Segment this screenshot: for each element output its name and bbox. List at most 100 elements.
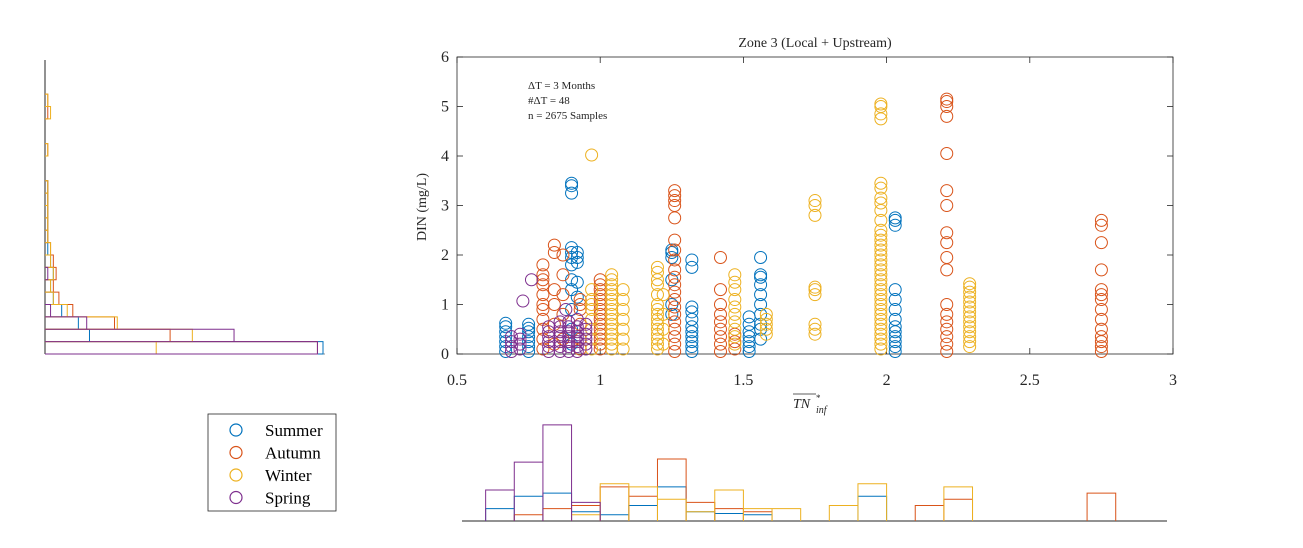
data-point bbox=[542, 325, 556, 339]
data-point bbox=[570, 345, 584, 359]
data-point bbox=[570, 335, 584, 349]
data-point bbox=[685, 335, 699, 349]
data-point bbox=[874, 278, 888, 292]
data-point bbox=[1094, 218, 1108, 232]
data-point bbox=[650, 298, 664, 311]
data-point bbox=[593, 283, 607, 297]
series-spring bbox=[504, 273, 593, 359]
data-point bbox=[516, 294, 530, 308]
data-point bbox=[742, 325, 756, 339]
data-point bbox=[536, 278, 550, 292]
data-point bbox=[874, 293, 888, 307]
data-point bbox=[605, 312, 619, 326]
data-point bbox=[963, 277, 977, 291]
series-autumn bbox=[536, 92, 1108, 359]
data-point bbox=[585, 302, 599, 316]
data-point bbox=[1094, 293, 1108, 307]
data-point bbox=[579, 332, 593, 346]
data-point bbox=[888, 302, 902, 316]
data-point bbox=[1094, 312, 1108, 326]
data-point bbox=[940, 226, 954, 240]
left-hist-spring bbox=[45, 266, 318, 355]
y-axis-label: DIN (mg/L) bbox=[415, 173, 430, 241]
data-point bbox=[759, 312, 773, 326]
legend-marker-summer bbox=[229, 423, 243, 437]
data-point bbox=[754, 250, 768, 264]
data-point bbox=[963, 310, 977, 324]
data-point bbox=[940, 322, 954, 336]
data-point bbox=[536, 298, 550, 311]
data-point bbox=[650, 322, 664, 336]
data-point bbox=[585, 293, 599, 307]
data-point bbox=[808, 288, 822, 302]
data-point bbox=[668, 330, 682, 344]
y-axis: 0 1 2 3 4 5 6 bbox=[441, 49, 1173, 363]
data-point bbox=[728, 293, 742, 307]
x-tick-label: 0.5 bbox=[447, 372, 467, 389]
bottom-hist-autumn bbox=[513, 458, 1117, 521]
data-point bbox=[888, 283, 902, 297]
data-point bbox=[1094, 236, 1108, 250]
data-point bbox=[874, 213, 888, 227]
y-tick-label: 2 bbox=[441, 247, 449, 264]
data-point bbox=[728, 300, 742, 314]
scatter-points bbox=[499, 92, 1108, 359]
data-point bbox=[808, 280, 822, 294]
data-point bbox=[754, 278, 768, 292]
data-point bbox=[888, 320, 902, 334]
data-point bbox=[759, 307, 773, 321]
data-point bbox=[685, 253, 699, 267]
data-point bbox=[742, 317, 756, 331]
data-point bbox=[547, 246, 561, 260]
legend-label-summer: Summer bbox=[265, 421, 323, 440]
data-point bbox=[650, 307, 664, 321]
data-point bbox=[504, 345, 518, 359]
data-point bbox=[556, 288, 570, 302]
data-point bbox=[556, 248, 570, 262]
data-point bbox=[665, 307, 679, 321]
data-point bbox=[874, 322, 888, 336]
data-point bbox=[874, 223, 888, 237]
data-point bbox=[728, 322, 742, 336]
data-point bbox=[499, 320, 513, 334]
data-point bbox=[522, 317, 536, 331]
data-point bbox=[713, 283, 727, 297]
data-point bbox=[963, 305, 977, 319]
data-point bbox=[874, 228, 888, 242]
data-point bbox=[888, 312, 902, 326]
data-point bbox=[1094, 263, 1108, 277]
data-point bbox=[963, 285, 977, 299]
data-point bbox=[874, 233, 888, 247]
data-point bbox=[874, 238, 888, 252]
data-point bbox=[963, 320, 977, 334]
data-point bbox=[874, 337, 888, 351]
data-point bbox=[713, 345, 727, 359]
data-point bbox=[874, 107, 888, 121]
data-point bbox=[940, 184, 954, 198]
data-point bbox=[616, 312, 630, 326]
data-point bbox=[1094, 288, 1108, 302]
data-point bbox=[874, 268, 888, 282]
data-point bbox=[547, 238, 561, 252]
data-point bbox=[759, 327, 773, 341]
bottom-histogram bbox=[462, 424, 1167, 522]
data-point bbox=[668, 233, 682, 247]
legend-marker-spring bbox=[229, 490, 243, 505]
data-point bbox=[668, 189, 682, 203]
data-point bbox=[808, 199, 822, 212]
data-point bbox=[504, 330, 518, 344]
data-point bbox=[522, 340, 536, 354]
data-point bbox=[605, 307, 619, 321]
data-point bbox=[605, 293, 619, 307]
data-point bbox=[585, 148, 599, 162]
data-point bbox=[668, 300, 682, 314]
data-point bbox=[668, 199, 682, 212]
data-point bbox=[522, 325, 536, 339]
legend-label-winter: Winter bbox=[265, 466, 312, 485]
data-point bbox=[685, 340, 699, 354]
data-point bbox=[874, 288, 888, 302]
data-point bbox=[593, 273, 607, 287]
data-point bbox=[940, 315, 954, 329]
data-point bbox=[616, 322, 630, 336]
data-point bbox=[504, 340, 518, 354]
